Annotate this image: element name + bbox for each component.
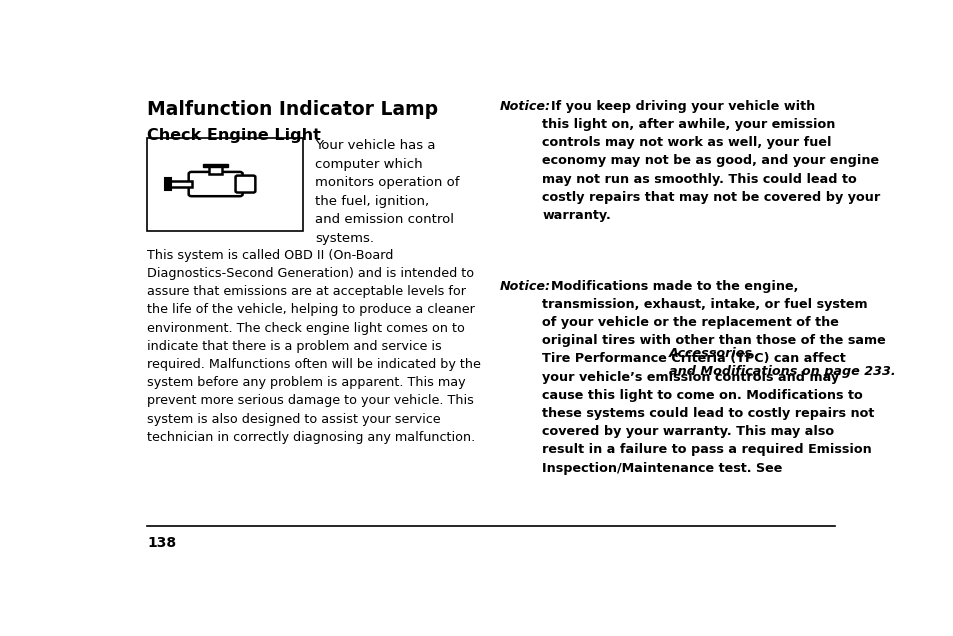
FancyBboxPatch shape: [235, 176, 255, 193]
Text: Modifications made to the engine,
transmission, exhaust, intake, or fuel system
: Modifications made to the engine, transm…: [541, 280, 885, 493]
Bar: [203, 163, 228, 167]
Text: Notice:: Notice:: [499, 100, 551, 113]
Bar: [165, 178, 172, 190]
Text: Modifications made to the engine,
transmission, exhaust, intake, or fuel system
: Modifications made to the engine, transm…: [541, 280, 885, 474]
Text: Check Engine Light: Check Engine Light: [147, 128, 321, 142]
Bar: [209, 166, 222, 174]
Text: Notice:: Notice:: [499, 280, 551, 293]
Text: If you keep driving your vehicle with
this light on, after awhile, your emission: If you keep driving your vehicle with th…: [541, 100, 880, 222]
Bar: [147, 137, 302, 231]
Bar: [170, 181, 192, 187]
Text: Accessories
and Modifications on page 233.: Accessories and Modifications on page 23…: [668, 347, 895, 378]
Text: 138: 138: [147, 536, 176, 550]
FancyBboxPatch shape: [189, 172, 242, 196]
Text: Malfunction Indicator Lamp: Malfunction Indicator Lamp: [147, 100, 438, 119]
Text: This system is called OBD II (On-Board
Diagnostics-Second Generation) and is int: This system is called OBD II (On-Board D…: [147, 249, 480, 444]
Text: Your vehicle has a
computer which
monitors operation of
the fuel, ignition,
and : Your vehicle has a computer which monito…: [314, 139, 459, 244]
